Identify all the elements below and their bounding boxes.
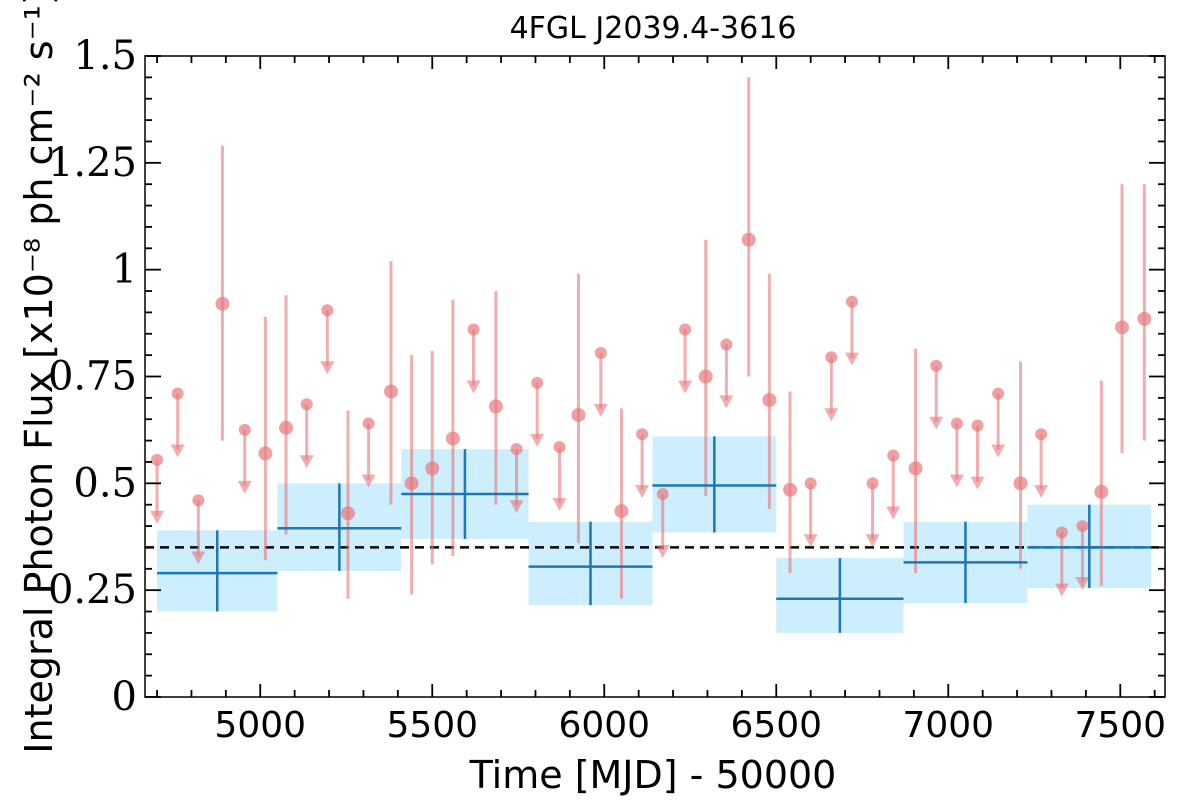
upper-limit-arrow [991,444,1006,458]
detection-point [383,384,398,399]
upper-limit-point [992,387,1005,400]
detection-point [908,461,923,476]
detection-points [215,77,1152,599]
y-tick-label: 1 [112,247,137,293]
upper-limit-point [300,398,313,411]
upper-limit-arrow [237,480,252,494]
detection-point [571,407,586,422]
detection-point [404,476,419,491]
upper-limit-point [362,417,375,430]
upper-limit-arrow [824,408,839,422]
y-tick-label: 1.5 [73,33,137,79]
upper-limit-point [930,359,943,372]
upper-limit-point [804,477,817,490]
upper-limit-point [950,417,963,430]
upper-limit-arrow [466,380,481,394]
y-axis-label: Integral Photon Flux [x10⁻⁸ ph cm⁻² s⁻¹] [17,0,61,754]
upper-limit-arrow [552,497,567,511]
upper-limit-point [971,419,984,432]
upper-limit-point [720,338,733,351]
detection-point [340,506,355,521]
upper-limit-arrow [635,485,650,499]
upper-limit-arrow [299,455,314,469]
y-tick-label: 0 [112,674,137,720]
upper-limit-point [467,323,480,336]
upper-limit-point [866,477,879,490]
upper-limit-point [510,443,523,456]
x-tick-label: 6000 [558,705,650,746]
upper-limit-point [825,351,838,364]
detection-point [279,420,294,435]
x-tick-label: 5000 [214,705,306,746]
x-tick-label: 7500 [1074,705,1166,746]
upper-limit-arrow [1075,577,1090,591]
x-axis-label: Time [MJD] - 50000 [469,753,837,797]
upper-limit-point [321,304,334,317]
upper-limit-arrow [191,551,206,565]
upper-limit-arrow [530,433,545,447]
upper-limit-point [531,376,544,389]
detection-point [783,482,798,497]
upper-limit-arrow [886,506,901,520]
upper-limit-point [1076,520,1089,533]
x-ticks: 5000 5500 6000 6500 7000 7500 [156,56,1166,746]
upper-limit-arrow [170,444,185,458]
upper-limit-arrow [361,474,376,488]
upper-limit-point [238,423,251,436]
y-ticks: 0 0.25 0.5 0.75 1 1.25 1.5 [48,33,1165,720]
upper-limit-points [150,295,1090,597]
upper-limit-point [151,453,164,466]
upper-limit-arrow [929,416,944,430]
upper-limit-point [679,323,692,336]
upper-limit-arrow [678,380,693,394]
upper-limit-arrow [1034,485,1049,499]
upper-limit-arrow [803,534,818,548]
detection-point [425,461,440,476]
upper-limit-point [1055,526,1068,539]
detection-point [741,232,756,247]
upper-limit-point [656,488,669,501]
x-tick-label: 6500 [730,705,822,746]
upper-limit-arrow [150,510,165,524]
detection-point [1114,320,1129,335]
upper-limit-arrow [320,361,335,375]
x-tick-label: 5500 [386,705,478,746]
y-tick-label: 0.25 [48,567,137,613]
detection-point [1013,476,1028,491]
upper-limit-point [887,449,900,462]
detection-point [488,399,503,414]
detection-point [698,369,713,384]
detection-point [445,431,460,446]
x-tick-label: 7000 [902,705,994,746]
upper-limit-point [553,441,566,454]
upper-limit-point [636,428,649,441]
chart-title: 4FGL J2039.4-3616 [510,11,797,46]
upper-limit-arrow [1054,583,1069,597]
upper-limit-arrow [655,544,670,558]
detection-point [762,393,777,408]
upper-limit-point [171,387,184,400]
upper-limit-point [845,295,858,308]
detection-point [1094,484,1109,499]
upper-limit-arrow [719,395,734,409]
detection-point [258,446,273,461]
y-tick-label: 0.75 [48,354,137,400]
upper-limit-arrow [865,534,880,548]
upper-limit-arrow [509,500,524,514]
upper-limit-arrow [949,474,964,488]
detection-point [215,296,230,311]
y-tick-label: 0.5 [73,460,137,506]
long-bin-crosses [157,436,1152,633]
upper-limit-point [594,346,607,359]
y-tick-label: 1.25 [48,140,137,186]
upper-limit-arrow [970,476,985,490]
detection-point [1137,311,1152,326]
upper-limit-arrow [844,352,859,366]
detection-point [614,504,629,519]
upper-limit-arrow [593,403,608,417]
upper-limit-point [192,494,205,507]
upper-limit-point [1035,428,1048,441]
